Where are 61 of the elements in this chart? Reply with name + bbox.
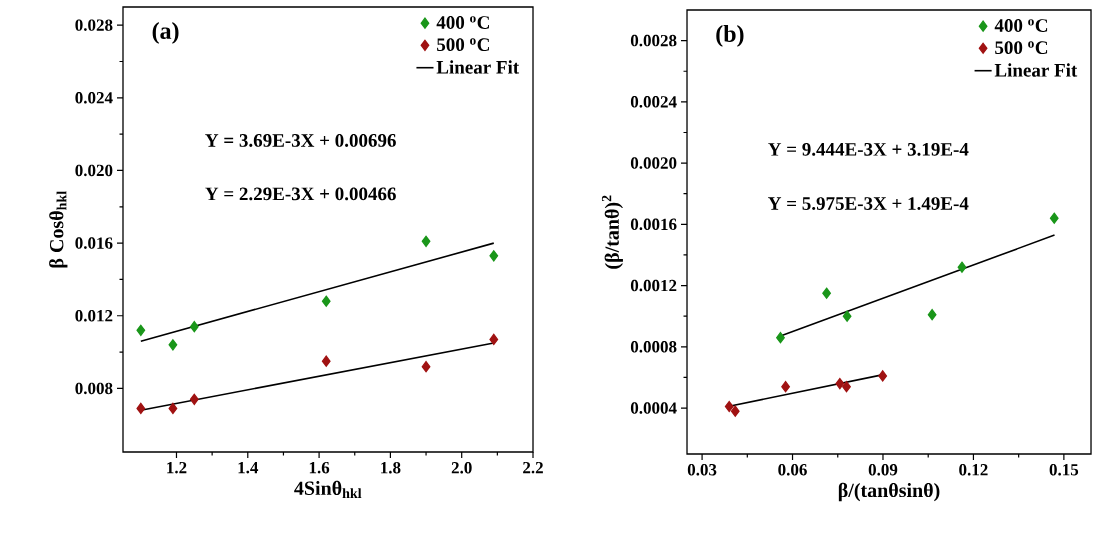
- y-axis-title: β Cosθ$_{hkl}$: [49, 191, 68, 268]
- point: [421, 360, 431, 373]
- point: [321, 295, 331, 307]
- point: [168, 402, 178, 415]
- annotation: Y = 5.975E-3X + 1.49E-4: [768, 197, 969, 211]
- point: [835, 377, 845, 390]
- x-tick-label: 0.06: [778, 463, 807, 476]
- point: [1049, 212, 1059, 224]
- point: [730, 405, 740, 417]
- y-tick-label: 0.008: [75, 382, 113, 395]
- y-tick-label: 0.012: [75, 310, 113, 322]
- x-axis-title: β/(tanθsinθ): [838, 482, 940, 502]
- legend-label: 400 $^{o}$C: [994, 19, 1048, 32]
- point: [421, 235, 431, 247]
- legend-label: 400 $^{o}$C: [436, 16, 489, 29]
- y-tick-label: 0.0004: [630, 402, 677, 414]
- x-tick-label: 0.15: [1049, 463, 1079, 476]
- legend-label: 500 $^{o}$C: [995, 41, 1048, 55]
- y-tick-label: 0.0016: [630, 218, 677, 231]
- y-tick-label: 0.0012: [630, 279, 677, 292]
- y-tick-label: 0.0020: [630, 157, 677, 169]
- annotation: Y = 2.29E-3X + 0.00466: [205, 187, 396, 201]
- y-tick-label: 0.0028: [630, 34, 677, 47]
- y-tick-label: 0.024: [75, 92, 113, 104]
- point: [136, 324, 146, 336]
- point: [189, 321, 199, 333]
- text: (b): [716, 25, 744, 47]
- point: [957, 261, 967, 273]
- point: [321, 355, 331, 367]
- x-tick-label: 1.2: [167, 461, 187, 474]
- y-axis-title: (β/tanθ)$^{2}$: [601, 195, 623, 269]
- point: [489, 333, 499, 346]
- annotation: Y = 9.444E-3X + 3.19E-4: [768, 142, 969, 156]
- x-tick-label: 0.03: [687, 463, 717, 476]
- point: [724, 400, 734, 413]
- x-tick-label: 2.0: [451, 461, 472, 474]
- y-tick-label: 0.016: [75, 237, 113, 249]
- x-tick-label: 1.4: [238, 461, 259, 474]
- legend-label: Linear Fit: [436, 60, 520, 74]
- point: [878, 370, 888, 382]
- point: [822, 287, 831, 299]
- legend-label: 500 $^{o}$C: [437, 38, 489, 52]
- x-axis-title: 4Sinθ$_{hkl}$: [294, 480, 362, 498]
- point: [842, 310, 852, 322]
- text: (a): [152, 22, 179, 44]
- x-tick-label: 2.2: [523, 461, 543, 474]
- y-tick-label: 0.028: [75, 19, 113, 31]
- point: [136, 402, 146, 415]
- point: [489, 250, 499, 262]
- y-tick-label: 0.0008: [630, 341, 677, 353]
- x-tick-label: 0.09: [868, 463, 898, 476]
- x-tick-label: 1.8: [381, 461, 401, 474]
- y-tick-label: 0.0024: [630, 96, 677, 108]
- annotation: Y = 3.69E-3X + 0.00696: [205, 134, 396, 147]
- x-tick-label: 1.6: [309, 461, 330, 474]
- point: [168, 339, 178, 351]
- y-tick-label: 0.020: [75, 164, 113, 177]
- point: [927, 309, 937, 321]
- point: [189, 393, 199, 405]
- x-tick-label: 0.12: [959, 463, 988, 476]
- legend-label: Linear Fit: [994, 63, 1078, 77]
